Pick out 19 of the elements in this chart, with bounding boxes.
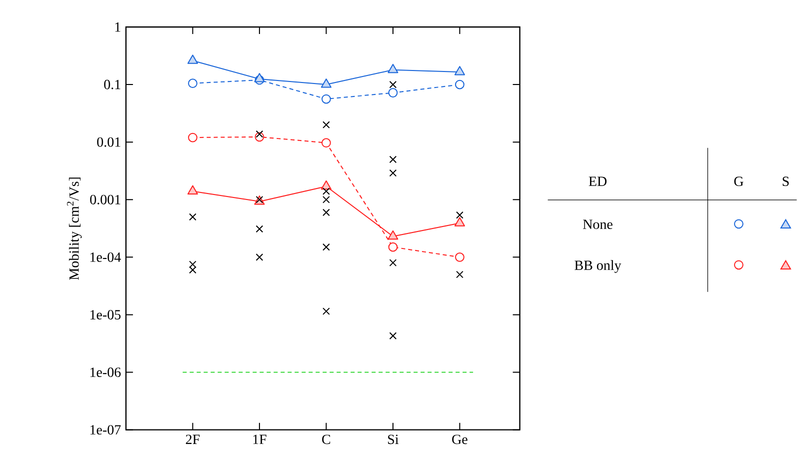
text: G — [734, 176, 744, 186]
y-tick-label: 0.01 — [97, 137, 120, 147]
y-axis-title: Mobility [cm$^{2}$/Vs] — [67, 178, 82, 280]
x-tick-label: Si — [388, 434, 399, 444]
y-tick-label: 1e-05 — [90, 310, 121, 320]
legend-title: ED — [588, 176, 607, 186]
text: BB only — [574, 260, 622, 273]
y-tick-label: 1e-06 — [90, 368, 121, 378]
y-tick-label: 1e-04 — [90, 252, 121, 262]
x-tick-label: C — [322, 434, 330, 444]
text: None — [583, 220, 612, 230]
x-tick-label: Ge — [452, 434, 468, 444]
y-tick-label: 1e-07 — [90, 425, 121, 435]
x-tick-label: 2F — [186, 434, 200, 444]
y-tick-label: 0.001 — [90, 194, 120, 204]
y-tick-label: 1 — [115, 22, 120, 32]
text: S — [782, 176, 789, 186]
y-tick-label: 0.1 — [104, 80, 120, 90]
x-tick-label: 1F — [253, 434, 266, 444]
